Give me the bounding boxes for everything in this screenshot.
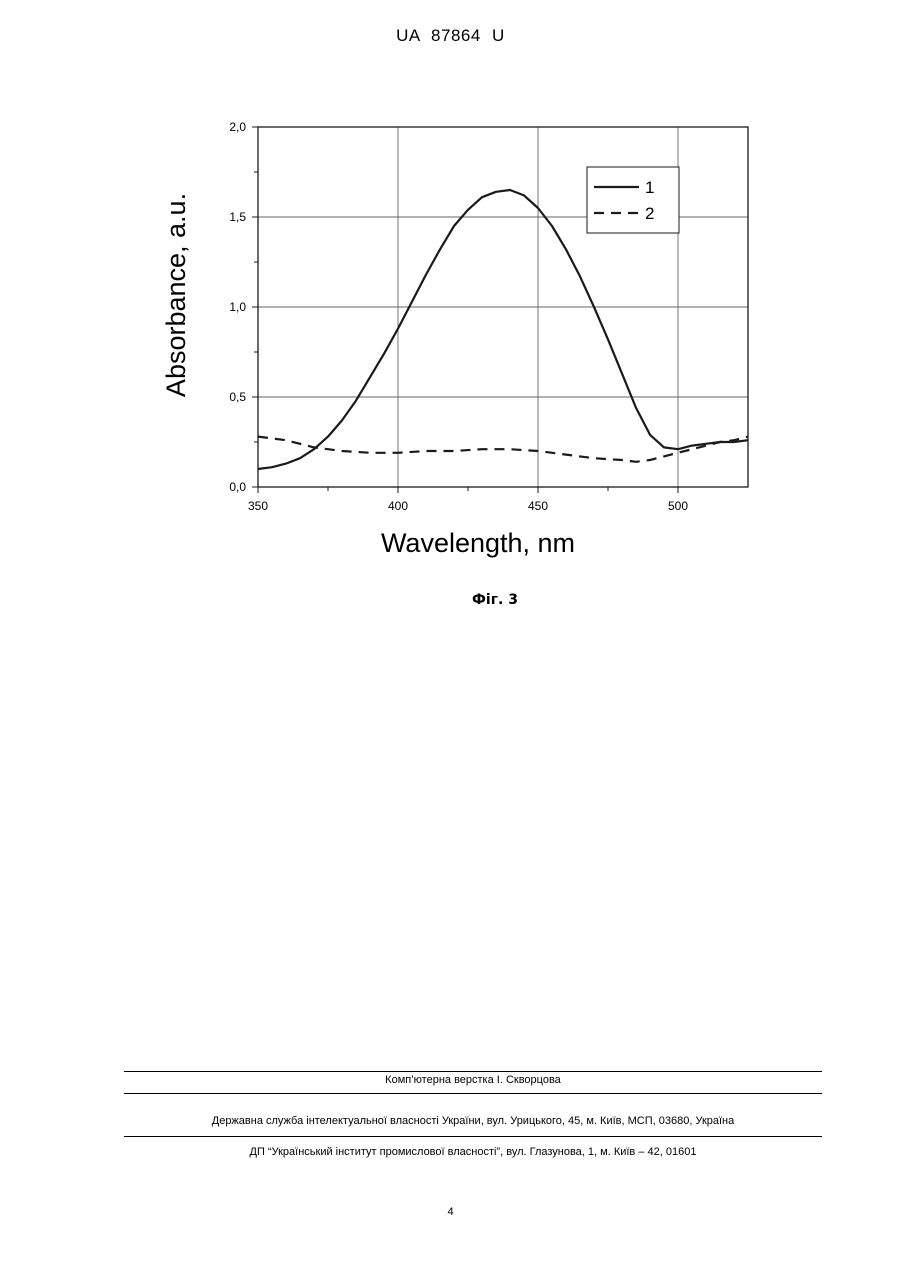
- figure-caption: Фіг. 3: [0, 592, 901, 608]
- page-number: 4: [0, 1206, 901, 1218]
- legend: 12: [587, 167, 679, 233]
- footer-rule-bottom: [124, 1136, 822, 1137]
- absorbance-chart: 3504004505000,00,51,01,52,0 12 Wavelengt…: [150, 105, 770, 570]
- y-axis-label: Absorbance, a.u.: [161, 193, 191, 397]
- x-tick-label: 400: [388, 499, 408, 513]
- x-tick-label: 450: [528, 499, 548, 513]
- document-header: UA 87864 U: [0, 26, 901, 46]
- publisher-address: Державна служба інтелектуальної власност…: [124, 1115, 822, 1127]
- legend-box: [587, 167, 679, 233]
- x-axis-label: Wavelength, nm: [381, 528, 575, 558]
- layout-credit: Комп’ютерна верстка І. Скворцова: [124, 1074, 822, 1086]
- y-tick-label: 1,0: [229, 300, 246, 314]
- y-tick-label: 1,5: [229, 210, 246, 224]
- y-tick-label: 0,5: [229, 390, 246, 404]
- x-tick-label: 500: [668, 499, 688, 513]
- y-tick-label: 2,0: [229, 120, 246, 134]
- footer-rule-middle: [124, 1093, 822, 1094]
- x-tick-label: 350: [248, 499, 268, 513]
- legend-label-2: 2: [645, 204, 654, 223]
- legend-label-1: 1: [645, 178, 654, 197]
- y-tick-label: 0,0: [229, 480, 246, 494]
- footer-rule-top: [124, 1071, 822, 1072]
- institute-address: ДП “Український інститут промислової вла…: [124, 1146, 822, 1158]
